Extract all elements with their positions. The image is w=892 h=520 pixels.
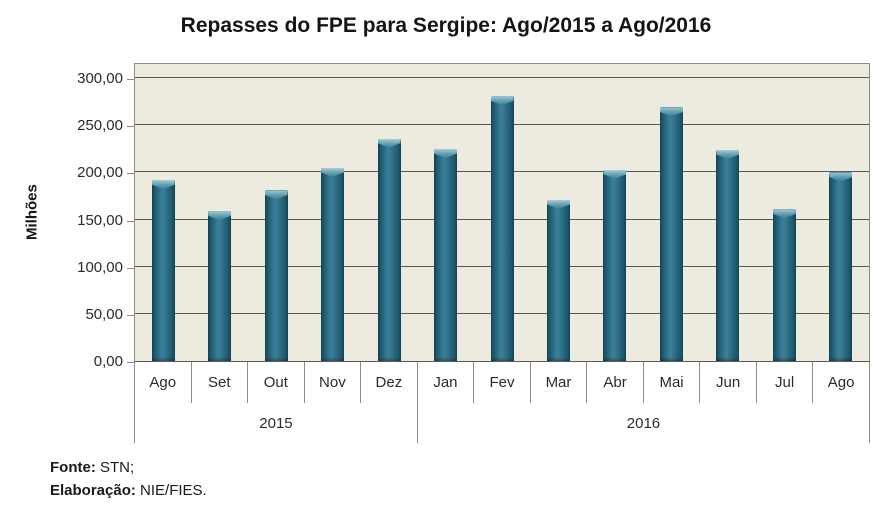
month-label-ago-0: Ago [135,362,192,403]
footer-source-line: Fonte: STN; [50,456,207,479]
month-label-mai-9: Mai [644,362,701,403]
gridline-y-300 [135,77,869,79]
y-tick-label-150: 150,00 [77,211,123,229]
footer-source-value: STN; [95,459,135,476]
bar-ago-0 [151,179,175,361]
y-tick-mark-300 [127,79,134,81]
footer-notes: Fonte: STN; Elaboração: NIE/FIES. [50,456,207,502]
bar-mar-7 [546,199,570,361]
bar-set-1 [208,211,232,361]
footer-elaboration-line: Elaboração: NIE/FIES. [50,479,207,502]
y-tick-mark-200 [127,173,134,175]
bar-cap [321,167,345,177]
bar-abr-8 [603,169,627,361]
y-tick-label-0: 0,00 [93,353,123,370]
y-tick-mark-250 [127,126,134,128]
bar-cap [434,148,458,158]
month-label-dez-4: Dez [361,362,418,403]
chart-title: Repasses do FPE para Sergipe: Ago/2015 a… [180,14,712,37]
bar-cap [546,199,570,209]
month-label-nov-3: Nov [305,362,362,403]
bar-dez-4 [377,138,401,361]
bar-jan-5 [434,148,458,361]
footer-elaboration-value: NIE/FIES. [135,482,207,499]
bar-nov-3 [321,167,345,361]
bar-fev-6 [490,96,514,361]
bar-jul-11 [772,209,796,361]
y-tick-mark-100 [127,267,134,269]
bar-cap [772,209,796,219]
y-tick-mark-0 [127,362,134,363]
bar-cap [716,149,740,159]
month-label-jul-11: Jul [757,362,814,403]
y-tick-mark-50 [127,314,134,316]
footer-source-label: Fonte: [50,459,96,476]
bar-mai-9 [659,107,683,361]
bar-cap [829,172,853,182]
month-label-set-1: Set [192,362,249,403]
plot-area [134,63,870,362]
bar-cap [603,169,627,179]
month-label-mar-7: Mar [531,362,588,403]
month-label-abr-8: Abr [587,362,644,403]
month-label-ago-12: Ago [813,362,870,403]
bar-cap [151,179,175,189]
x-axis-year-row: 2015 2016 [134,403,870,443]
x-axis-month-row: Ago Set Out Nov Dez Jan Fev Mar Abr Mai Jun Jul Ago [134,362,870,403]
bar-out-2 [264,190,288,361]
month-label-jan-5: Jan [418,362,475,403]
bar-cap [208,211,232,221]
month-label-out-2: Out [248,362,305,403]
bar-cap [377,138,401,148]
footer-elaboration-label: Elaboração: [50,482,136,499]
bar-cap [659,107,683,117]
bar-cap [490,96,514,106]
y-tick-label-250: 250,00 [77,117,123,135]
month-label-jun-10: Jun [700,362,757,403]
month-label-fev-6: Fev [474,362,531,403]
bar-jun-10 [716,149,740,361]
y-tick-label-100: 100,00 [77,258,123,276]
year-label-2015: 2015 [135,403,418,443]
y-tick-label-200: 200,00 [77,164,123,182]
bar-ago-12 [829,172,853,361]
y-tick-mark-150 [127,220,134,222]
bar-cap [264,190,288,200]
year-label-2016: 2016 [418,403,870,443]
y-tick-label-50: 50,00 [85,305,123,323]
y-tick-label-300: 300,00 [77,70,123,88]
